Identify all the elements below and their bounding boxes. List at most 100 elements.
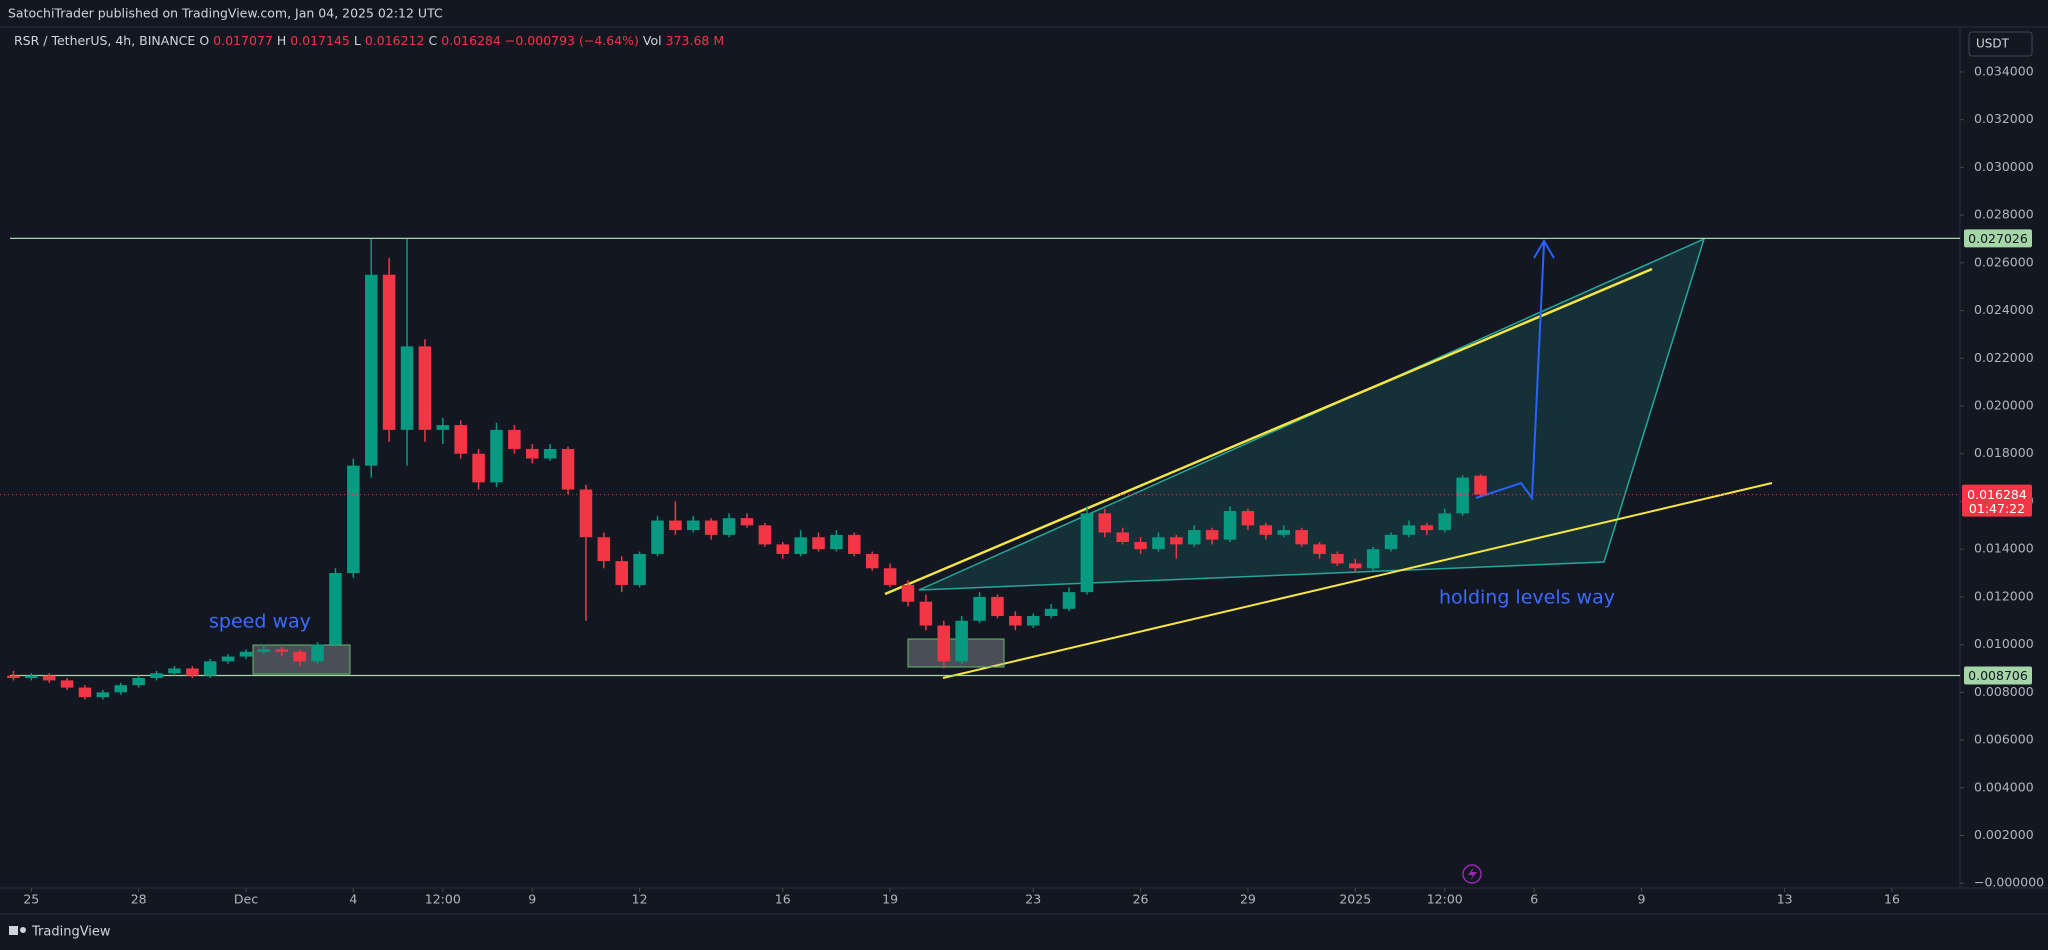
candle-body — [1241, 510, 1255, 526]
y-tick-label: 0.008000 — [1974, 684, 2034, 699]
candle-body — [955, 620, 968, 662]
candle-body — [1134, 542, 1147, 550]
candle-body — [1456, 477, 1469, 514]
y-tick-label: 0.018000 — [1974, 445, 2034, 460]
candle-body — [1098, 513, 1112, 533]
annotation: holding levels way — [1439, 587, 1615, 609]
x-tick-label: 2025 — [1339, 892, 1371, 907]
candle-body — [776, 544, 790, 554]
candle-body — [579, 489, 593, 538]
x-tick-label: 12:00 — [425, 892, 461, 907]
lightning-icon[interactable] — [1462, 864, 1482, 884]
y-tick-label: −0.000000 — [1974, 875, 2044, 890]
candle-body — [168, 668, 181, 674]
candle-body — [848, 534, 861, 554]
candle-body — [1277, 530, 1290, 535]
candle-body — [472, 453, 485, 483]
candle-body — [1331, 553, 1344, 564]
y-tick-label: 0.024000 — [1974, 302, 2034, 317]
candle-body — [526, 448, 539, 459]
ohlc-label: O — [199, 33, 209, 48]
x-tick-label: 28 — [131, 892, 147, 907]
candle-body — [347, 465, 360, 574]
arrow-head — [1533, 239, 1555, 259]
candle-body — [991, 596, 1004, 616]
candle-body — [1205, 530, 1219, 540]
x-tick-label: 13 — [1777, 892, 1793, 907]
volume: 373.68 M — [666, 33, 725, 48]
candle-body — [901, 584, 915, 602]
candle-body — [1223, 510, 1237, 540]
candle-body — [597, 537, 611, 562]
candle-body — [561, 448, 575, 490]
brand: TradingView — [31, 925, 111, 940]
candle-body — [1116, 532, 1129, 543]
x-tick-label: 4 — [349, 892, 357, 907]
candle-body — [418, 346, 432, 430]
y-tick-label: 0.026000 — [1974, 254, 2034, 269]
candle-body — [1313, 544, 1326, 554]
brand-logo — [9, 926, 26, 935]
candle-body — [1384, 534, 1398, 550]
publisher: SatochiTrader published on TradingView.c… — [8, 6, 443, 21]
y-tick-label: 0.014000 — [1974, 541, 2034, 556]
candle-body — [830, 534, 843, 550]
candle-body — [454, 425, 467, 454]
y-tick-label: 0.012000 — [1974, 588, 2034, 603]
lightning-glyph — [1468, 867, 1477, 881]
volume-label: Vol — [643, 33, 662, 48]
candle-body — [508, 429, 521, 449]
y-tick-label: 0.032000 — [1974, 111, 2034, 126]
candle-body — [436, 425, 450, 430]
candle-body — [740, 518, 754, 526]
candle-body — [221, 656, 235, 662]
currency: USDT — [1976, 37, 2010, 51]
y-tick-label: 0.004000 — [1974, 779, 2034, 794]
ohlc-value: 0.017077 — [213, 33, 273, 48]
candle-body — [25, 675, 38, 679]
candle-body — [1152, 537, 1165, 550]
candle-body — [311, 644, 324, 662]
candle-body — [1402, 525, 1416, 535]
x-tick-label: 16 — [1884, 892, 1900, 907]
level-label: 0.008706 — [1968, 668, 2028, 683]
candle-body — [78, 687, 92, 698]
candle-body — [257, 649, 271, 652]
y-tick-label: 0.030000 — [1974, 159, 2034, 174]
candle-body — [1420, 525, 1434, 531]
candle-body — [865, 553, 879, 569]
candle-body — [1170, 537, 1183, 545]
candle-body — [919, 601, 933, 626]
y-tick-label: 0.034000 — [1974, 63, 2034, 78]
level-label: 0.027026 — [1968, 231, 2028, 246]
candle-body — [973, 596, 986, 621]
candle-body — [1349, 563, 1362, 569]
candle-body — [329, 573, 342, 645]
x-tick-label: 26 — [1133, 892, 1149, 907]
symbol-legend: RSR / TetherUS, 4h, BINANCE O 0.017077 H 0.0… — [14, 33, 724, 48]
candle-body — [1474, 475, 1487, 495]
x-tick-label: 25 — [23, 892, 39, 907]
candle-body — [812, 537, 825, 550]
level-label-box — [1964, 229, 2032, 248]
candle-body — [883, 568, 897, 585]
ohlc-value: 0.017145 — [290, 33, 350, 48]
candle-body — [1044, 608, 1058, 616]
candle-body — [1295, 530, 1308, 545]
x-tick-label: 12:00 — [1427, 892, 1463, 907]
candle-body — [7, 675, 20, 679]
currency-box — [1968, 31, 2033, 57]
annotation: speed way — [209, 611, 311, 633]
candle-body — [1009, 615, 1022, 626]
price-label-box — [1962, 484, 2032, 517]
candle-body — [543, 448, 557, 459]
x-tick-label: 9 — [528, 892, 536, 907]
candle-body — [132, 678, 145, 686]
candle-body — [758, 525, 772, 545]
x-tick-label: 16 — [775, 892, 791, 907]
candle-body — [1080, 513, 1094, 593]
candle-body — [1026, 615, 1040, 626]
candle-body — [937, 625, 951, 662]
